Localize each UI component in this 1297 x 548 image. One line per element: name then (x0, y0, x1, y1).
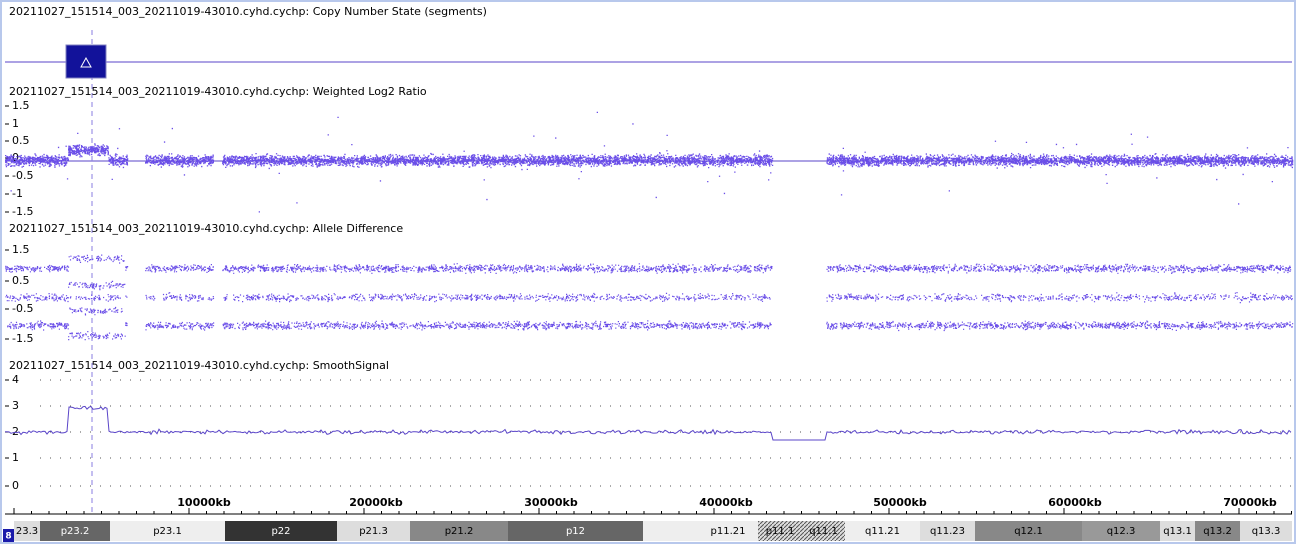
y-tick-label: -1 (12, 187, 23, 200)
band-label: q12.1 (1014, 526, 1043, 537)
log2-points (5, 111, 1294, 213)
y-tick-label: 1 (12, 117, 19, 130)
x-tick-label: 20000kb (349, 496, 403, 509)
x-tick-label: 60000kb (1048, 496, 1102, 509)
band-label: q13.1 (1163, 526, 1192, 537)
y-tick-label: -0.5 (12, 302, 33, 315)
band-label: q11.21 (865, 526, 900, 537)
ideogram-band (410, 521, 508, 541)
band-label: p12 (566, 526, 585, 537)
x-tick-label: 40000kb (699, 496, 753, 509)
y-tick-label: -1.5 (12, 332, 33, 345)
ideogram-band (40, 521, 110, 541)
y-tick-label: 1.5 (12, 243, 30, 256)
band-label: p11.21 (711, 526, 746, 537)
y-tick-label: -1.5 (12, 205, 33, 218)
ideogram-band (14, 521, 40, 541)
band-label: p21.3 (359, 526, 388, 537)
ideogram-band (1240, 521, 1292, 541)
chromosome-badge (3, 529, 14, 542)
band-label: q13.2 (1203, 526, 1232, 537)
allele-points (5, 254, 1294, 341)
y-tick-label: 0 (12, 479, 19, 492)
band-label: q11.1 (809, 526, 838, 537)
y-tick-label: 1.5 (12, 99, 30, 112)
band-label: p21.2 (445, 526, 474, 537)
band-label: q11.23 (930, 526, 965, 537)
x-tick-label: 30000kb (524, 496, 578, 509)
smooth-signal (5, 405, 1292, 441)
band-label: p23.1 (153, 526, 182, 537)
ideogram-band (1160, 521, 1195, 541)
y-tick-label: 0.5 (12, 274, 30, 287)
ideogram-band (758, 521, 802, 541)
band-label: q13.3 (1252, 526, 1281, 537)
ideogram-band (110, 521, 225, 541)
ideogram-band (508, 521, 643, 541)
ideogram-band (1195, 521, 1240, 541)
ideogram-band (802, 521, 845, 541)
x-tick-label: 10000kb (177, 496, 231, 509)
band-label: p23.2 (61, 526, 90, 537)
panel-title: 20211027_151514_003_20211019-43010.cyhd.… (9, 85, 427, 98)
y-tick-label: -0.5 (12, 169, 33, 182)
panel-title: 20211027_151514_003_20211019-43010.cyhd.… (9, 222, 403, 235)
y-tick-label: 3 (12, 399, 19, 412)
ideogram-band (643, 521, 698, 541)
ideogram-band (920, 521, 975, 541)
x-tick-label: 50000kb (873, 496, 927, 509)
y-tick-label: 4 (12, 373, 19, 386)
x-tick-label: 70000kb (1223, 496, 1277, 509)
marker-icon (80, 56, 92, 68)
ideogram-band (698, 521, 758, 541)
marker-box[interactable] (65, 44, 107, 79)
band-label: p11.1 (766, 526, 795, 537)
band-label: p22 (271, 526, 290, 537)
y-tick-label: 2 (12, 425, 19, 438)
y-tick-label: 1 (12, 451, 19, 464)
band-label: q12.3 (1107, 526, 1136, 537)
chromosome-label: 8 (5, 532, 11, 542)
ideogram-band (975, 521, 1082, 541)
ideogram-band (337, 521, 410, 541)
y-tick-label: 0.5 (12, 134, 30, 147)
panel-title: 20211027_151514_003_20211019-43010.cyhd.… (9, 359, 389, 372)
band-label: 23.3 (16, 526, 38, 537)
ideogram-band (1082, 521, 1160, 541)
ideogram-band (225, 521, 337, 541)
panel-title: 20211027_151514_003_20211019-43010.cyhd.… (9, 5, 487, 18)
y-tick-label: 0 (12, 151, 19, 164)
ideogram-band (845, 521, 920, 541)
